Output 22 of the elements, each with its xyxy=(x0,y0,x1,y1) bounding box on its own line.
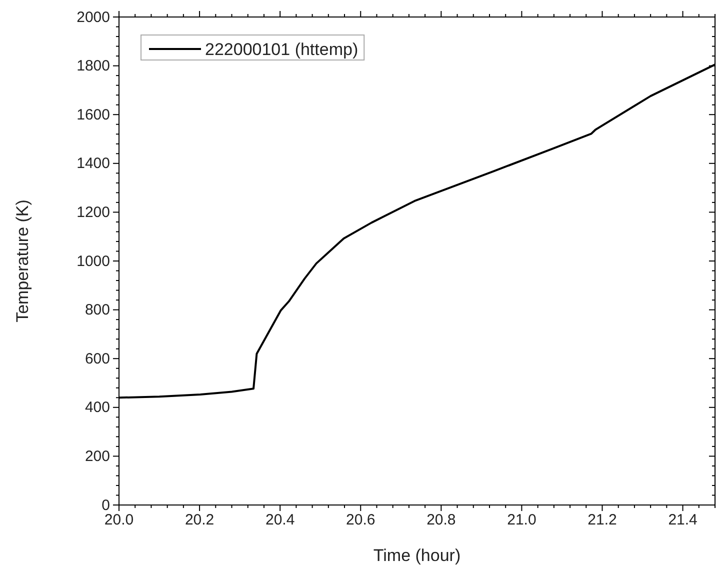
y-tick-label: 1400 xyxy=(76,155,110,172)
x-axis-title: Time (hour) xyxy=(373,546,461,565)
y-tick-label: 600 xyxy=(84,350,110,368)
x-tick-label: 20.6 xyxy=(346,512,376,529)
y-tick-label: 2000 xyxy=(76,8,110,26)
y-tick-label: 0 xyxy=(102,496,110,514)
y-tick-label: 800 xyxy=(84,302,110,319)
y-axis-title: Temperature (K) xyxy=(13,200,32,322)
x-tick-label: 20.4 xyxy=(265,512,295,529)
x-tick-label: 21.0 xyxy=(507,512,536,529)
x-tick-label: 21.4 xyxy=(668,512,698,529)
x-tick-label: 21.2 xyxy=(588,512,617,529)
legend-label: 222000101 (httemp) xyxy=(205,40,358,59)
x-tick-label: 20.2 xyxy=(184,512,214,529)
y-tick-label: 1800 xyxy=(76,58,110,75)
y-tick-label: 1200 xyxy=(76,204,110,221)
y-tick-label: 1000 xyxy=(76,252,110,270)
y-tick-label: 400 xyxy=(84,399,110,416)
y-tick-label: 200 xyxy=(84,448,110,465)
x-tick-label: 20.0 xyxy=(104,512,134,529)
x-tick-label: 20.8 xyxy=(426,512,456,529)
y-tick-label: 1600 xyxy=(76,106,110,124)
